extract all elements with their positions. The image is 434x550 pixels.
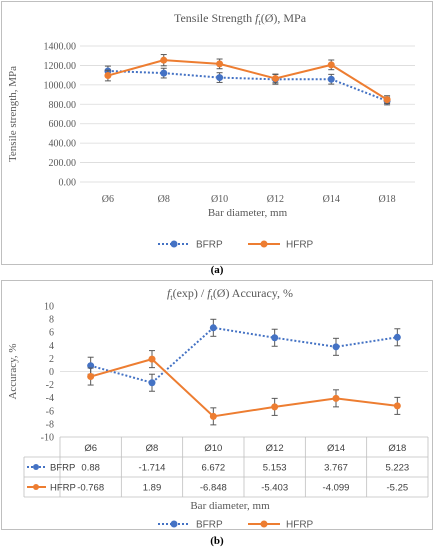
chart-b-table-cell-hfrp: -5.25 [387,483,409,494]
chart-b-series-bfrp-line [90,326,398,384]
chart-b-series-hfrp-line [90,358,398,418]
chart-a-hfrp-point [104,72,112,80]
chart-b-hfrp-point [148,355,156,363]
chart-b-table-row-label-bfrp: BFRP [50,463,75,474]
chart-b-bfrp-point [87,362,95,370]
chart-a-series-hfrp-line [107,59,388,101]
chart-a-hfrp-point [383,96,391,104]
chart-a-hfrp-point [216,60,224,68]
chart-b-y-axis-label: Accuracy, % [7,343,19,399]
chart-b-y-tick-label: 4 [49,341,54,352]
chart-a-bfrp-point [160,69,168,77]
chart-b-legend-label-hfrp: HFRP [286,520,314,531]
chart-b-table-cell-hfrp: -4.099 [323,483,350,494]
chart-a-y-tick-label: 400.00 [49,139,77,150]
chart-b-bfrp-point [332,343,340,351]
chart-a-legend-label-bfrp: BFRP [196,240,223,251]
chart-a-legend-marker-bfrp [170,240,178,248]
chart-a-y-tick-label: 0.00 [59,178,77,189]
chart-a-y-tick-label: 600.00 [49,119,77,130]
chart-b-bfrp-point [271,334,279,342]
panel-label-b: (b) [210,535,224,547]
chart-a: Tensile Strength ft(Ø), MPa 0.00 200.00 400… [7,11,415,276]
chart-b-table-cell-bfrp: -1.714 [139,463,166,474]
chart-b-table-cell-hfrp: -5.403 [261,483,288,494]
chart-b-table-cell-bfrp: 0.88 [81,463,100,474]
chart-a-y-tick-label: 1400.00 [44,42,77,53]
chart-a-y-tick-label: 800.00 [49,100,77,111]
chart-b-table-key-marker-bfrp [33,464,39,470]
chart-a-x-tick-label: Ø12 [267,194,284,205]
chart-b-table-header-cell: Ø10 [204,443,222,454]
chart-b-table-cell-hfrp: 1.89 [143,483,162,494]
chart-a-hfrp-point [327,61,335,69]
chart-b-y-tick-label: -10 [41,433,54,444]
chart-b-frame [1,280,433,530]
chart-b-table-cell-hfrp: -0.768 [77,483,104,494]
chart-b-table-header-cell: Ø14 [327,443,345,454]
chart-b-table-cell-bfrp: 5.223 [385,463,409,474]
chart-b-hfrp-point [87,373,95,381]
chart-b-table-cell-bfrp: 5.153 [263,463,287,474]
chart-b-bfrp-point [393,333,401,341]
chart-b-hfrp-point [271,403,279,411]
chart-b-y-tick-label: 8 [49,315,54,326]
panel-label-a: (a) [211,264,224,276]
chart-a-x-tick-label: Ø10 [211,194,228,205]
chart-b-y-tick-label: 2 [49,354,54,365]
chart-b-table-cell-hfrp: -6.848 [200,483,227,494]
chart-b-y-tick-label: -2 [46,380,54,391]
chart-b-y-tick-label: 6 [49,328,54,339]
chart-a-hfrp-point [160,56,168,64]
chart-a-bfrp-point [327,75,335,83]
chart-b: ft(exp) / ft(Ø) Accuracy, % -10 -8 -6 -4 -2 0 2… [7,286,429,547]
chart-b-hfrp-point [393,402,401,410]
chart-a-x-tick-label: Ø8 [158,194,170,205]
chart-a-series-bfrp-line [107,69,388,102]
chart-b-table-cell-bfrp: 3.767 [324,463,348,474]
chart-b-table-row-label-hfrp: HFRP [50,483,76,494]
chart-b-y-tick-label: -8 [46,419,54,430]
chart-a-y-tick-label: 1000.00 [44,80,77,91]
chart-a-x-tick-label: Ø18 [378,194,395,205]
chart-a-hfrp-point [271,74,279,82]
chart-a-y-tick-label: 1200.00 [44,61,77,72]
chart-b-table-header-cell: Ø6 [84,443,97,454]
chart-b-table-header-cell: Ø12 [266,443,284,454]
chart-a-y-tick-label: 200.00 [49,158,77,169]
chart-b-table-key-marker-hfrp [33,484,39,490]
chart-a-title: Tensile Strength ft(Ø), MPa [174,11,307,27]
chart-b-table-header-cell: Ø18 [388,443,406,454]
chart-b-table-header-cell: Ø8 [146,443,159,454]
chart-a-x-tick-label: Ø6 [102,194,114,205]
chart-b-bfrp-point [209,324,217,332]
chart-a-legend-marker-hfrp [260,240,268,248]
chart-b-legend-marker-hfrp [260,520,268,528]
chart-a-x-tick-label: Ø14 [323,194,340,205]
chart-b-y-tick-label: 10 [44,302,54,313]
chart-b-title: ft(exp) / ft(Ø) Accuracy, % [167,286,293,302]
chart-b-legend-label-bfrp: BFRP [196,520,223,531]
chart-a-x-axis-label: Bar diameter, mm [208,207,288,219]
chart-b-y-tick-label: 0 [49,367,54,378]
chart-a-y-axis-label: Tensile strength, MPa [7,66,19,162]
chart-b-table-cell-bfrp: 6.672 [201,463,225,474]
chart-a-frame [1,1,433,265]
chart-b-hfrp-point [209,412,217,420]
chart-a-legend-label-hfrp: HFRP [286,240,314,251]
chart-a-bfrp-point [216,74,224,82]
chart-b-y-tick-label: -4 [46,393,54,404]
chart-b-legend-marker-bfrp [170,520,178,528]
chart-b-y-tick-label: -6 [46,406,54,417]
chart-b-x-axis-label: Bar diameter, mm [190,500,270,512]
chart-b-hfrp-point [332,394,340,402]
chart-b-bfrp-point [148,379,156,387]
